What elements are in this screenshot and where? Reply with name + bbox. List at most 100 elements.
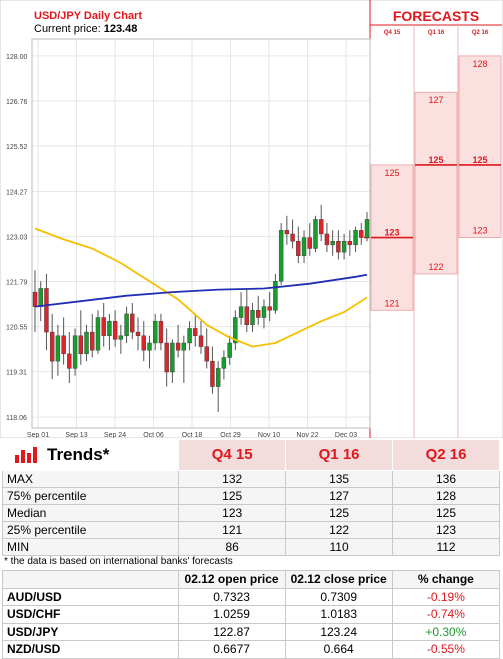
trends-row-median: Median 123 125 125 <box>1 504 500 522</box>
cell-value: 135 <box>285 470 394 488</box>
row-label: Median <box>1 504 180 522</box>
x-tick-label: Oct 29 <box>220 432 241 438</box>
usdjpy-chart: 128.00 126.76 125.52 124.27 123.03 121.79 120.… <box>0 0 503 438</box>
y-tick-label: 119.31 <box>6 370 27 377</box>
forecast-p25-label: 122 <box>428 262 443 272</box>
candlesticks <box>32 204 370 413</box>
candle-body <box>307 237 312 249</box>
y-tick-label: 118.06 <box>6 415 27 422</box>
svg-text:Current price: 123.48: Current price: 123.48 <box>34 23 137 35</box>
trends-row-p75: 75% percentile 125 127 128 <box>1 487 500 505</box>
forecast-p25-label: 123 <box>472 226 487 236</box>
chart-title: USD/JPY Daily Chart <box>34 10 142 22</box>
close-price: 0.664 <box>284 640 393 659</box>
candle-body <box>301 237 307 256</box>
open-price: 1.0259 <box>177 605 286 624</box>
candle-body <box>341 241 347 253</box>
candle-body <box>227 342 232 358</box>
cell-value: 121 <box>178 521 287 539</box>
current-price-value: 123.48 <box>104 23 138 35</box>
forecast-col-label: Q2 16 <box>472 30 489 36</box>
candle-body <box>181 342 187 351</box>
forecast-p25-label: 121 <box>384 298 399 308</box>
candle-body <box>221 357 227 369</box>
x-tick-label: Oct 06 <box>143 432 164 438</box>
pct-change: +0.30% <box>391 622 501 641</box>
candle-body <box>135 331 141 336</box>
candle-body <box>67 353 72 369</box>
candle-body <box>313 219 318 249</box>
y-tick-label: 120.55 <box>6 325 28 332</box>
candle-body <box>353 230 358 246</box>
open-price: 0.6677 <box>177 640 286 659</box>
fx-col-header <box>2 570 179 589</box>
candle-body <box>38 288 43 307</box>
candle-body <box>187 328 192 344</box>
candle-body <box>204 346 209 362</box>
candle-body <box>244 306 249 326</box>
candle-body <box>193 328 198 336</box>
row-label: MAX <box>1 470 180 488</box>
candle-body <box>170 342 175 373</box>
y-tick-label: 128.00 <box>6 54 28 61</box>
y-tick-label: 123.03 <box>6 235 28 242</box>
forecasts-title: FORECASTS <box>393 8 479 24</box>
candle-body <box>130 313 135 333</box>
pct-change: -0.74% <box>391 605 501 624</box>
pair-label: USD/JPY <box>2 622 179 641</box>
candle-body <box>284 230 290 235</box>
x-tick-label: Nov 10 <box>258 432 280 438</box>
fx-col-header: 02.12 open price <box>177 570 286 589</box>
candle-body <box>101 317 106 336</box>
cell-value: 125 <box>392 504 500 522</box>
y-axis-ticks: 128.00 126.76 125.52 124.27 123.03 121.79 120.… <box>6 54 370 422</box>
row-label: 75% percentile <box>1 487 180 505</box>
x-tick-label: Sep 24 <box>104 432 126 438</box>
candle-body <box>118 335 124 340</box>
fx-row: AUD/USD 0.7323 0.7309 -0.19% <box>2 587 501 606</box>
cell-value: 123 <box>392 521 500 539</box>
cell-value: 110 <box>285 538 394 556</box>
candle-body <box>124 313 129 336</box>
cell-value: 132 <box>178 470 287 488</box>
forecast-range-box <box>458 55 502 238</box>
candle-body <box>233 317 238 344</box>
candle-body <box>347 241 353 246</box>
candle-body <box>32 291 38 307</box>
forecast-median-label: 123 <box>384 228 399 238</box>
close-price: 0.7309 <box>284 587 393 606</box>
pct-change: -0.19% <box>391 587 501 606</box>
trends-row-p25: 25% percentile 121 122 123 <box>1 521 500 539</box>
candle-body <box>210 360 215 387</box>
candle-body <box>250 310 255 326</box>
candle-body <box>273 280 278 311</box>
candle-body <box>61 335 66 355</box>
x-tick-label: Sep 01 <box>27 432 49 438</box>
fx-header-row: 02.12 open price 02.12 close price % cha… <box>2 570 501 589</box>
cell-value: 86 <box>178 538 287 556</box>
cell-value: 128 <box>392 487 500 505</box>
candle-body <box>324 233 330 246</box>
row-label: 25% percentile <box>1 521 180 539</box>
forecast-median-label: 125 <box>428 155 443 165</box>
trends-row-min: MIN 86 110 112 <box>1 538 500 556</box>
forecast-range-box <box>414 91 458 275</box>
cell-value: 127 <box>285 487 394 505</box>
forecast-col-label: Q1 16 <box>428 30 445 36</box>
fx-row: NZD/USD 0.6677 0.664 -0.55% <box>2 640 501 659</box>
candle-body <box>95 317 101 351</box>
candle-body <box>147 342 152 351</box>
forecast-median-label: 125 <box>472 155 487 165</box>
trends-col-header: Q2 16 <box>392 439 500 471</box>
row-label: MIN <box>1 538 180 556</box>
candle-body <box>359 230 364 238</box>
candle-body <box>256 310 261 318</box>
candle-body <box>72 335 78 369</box>
candle-body <box>364 219 370 238</box>
candle-body <box>278 230 284 282</box>
trends-title-cell: Trends* <box>1 439 180 471</box>
y-tick-label: 124.27 <box>6 189 28 196</box>
candle-body <box>141 335 146 351</box>
candle-body <box>198 335 204 347</box>
candle-body <box>238 306 244 318</box>
